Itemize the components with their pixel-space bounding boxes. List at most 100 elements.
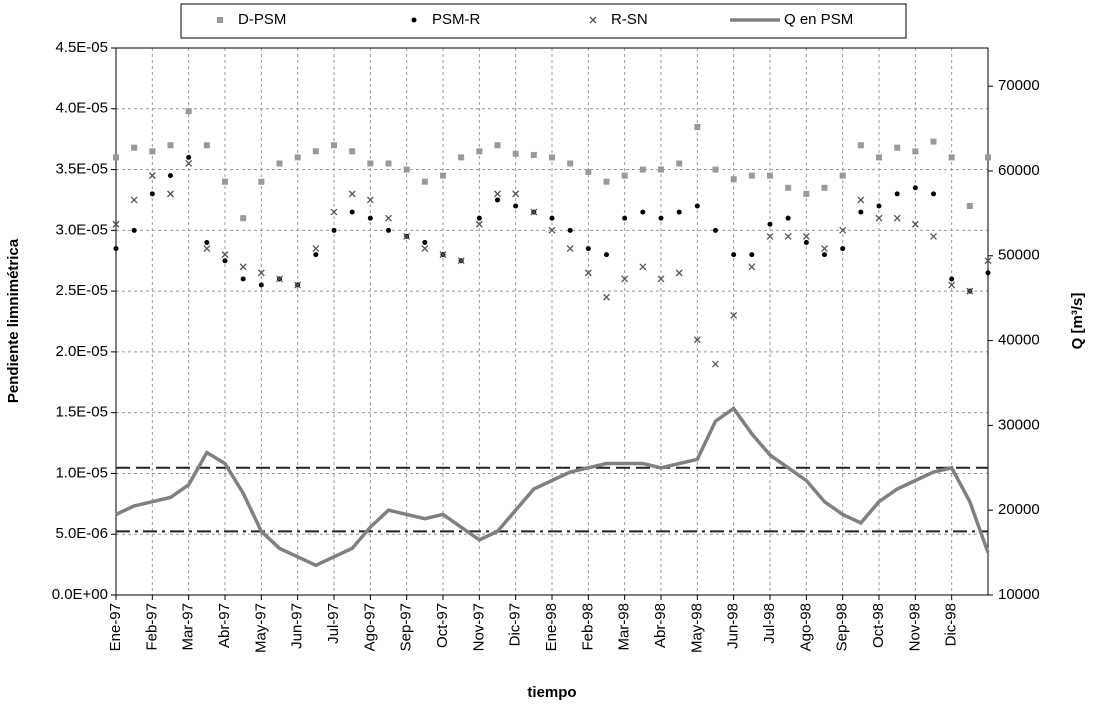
point (985, 270, 991, 276)
x-tick-label: Jul-97 (325, 603, 342, 644)
point (567, 160, 574, 167)
point (675, 269, 683, 277)
point (148, 172, 156, 180)
point (239, 263, 247, 271)
point (621, 275, 629, 283)
point (131, 144, 138, 151)
point (440, 172, 446, 179)
point (839, 172, 846, 179)
y-tick-label: 3.0E-05 (55, 221, 108, 238)
x-axis-title: tiempo (527, 684, 576, 701)
point (258, 282, 264, 288)
point (366, 196, 374, 204)
point (876, 203, 882, 209)
point (785, 215, 791, 221)
y2-tick-label: 30000 (998, 416, 1040, 433)
point (694, 203, 700, 209)
point (403, 232, 411, 240)
point (349, 148, 356, 155)
point (385, 160, 392, 167)
point (149, 191, 155, 197)
point (385, 214, 392, 222)
x-tick-label: Nov-98 (906, 603, 923, 651)
point (222, 178, 228, 185)
point (421, 178, 428, 185)
x-tick-label: Ene-98 (543, 603, 560, 651)
point (458, 154, 465, 161)
point (676, 160, 683, 167)
point (331, 227, 337, 233)
point (821, 184, 828, 191)
point (748, 263, 756, 271)
point (767, 172, 773, 179)
point (457, 257, 465, 265)
point (784, 232, 792, 240)
point (494, 190, 501, 198)
point (930, 232, 937, 240)
point (658, 166, 664, 173)
point (439, 251, 447, 259)
point (312, 245, 320, 253)
point (912, 185, 918, 191)
point (348, 190, 356, 198)
point (294, 154, 301, 161)
point (203, 245, 211, 253)
legend-label: PSM-R (432, 11, 481, 28)
point (931, 191, 936, 197)
point (130, 196, 138, 204)
point (713, 227, 718, 233)
point (185, 108, 192, 115)
point (694, 124, 701, 131)
point (168, 173, 173, 179)
legend-label: Q en PSM (784, 11, 853, 28)
y-tick-label: 1.0E-05 (55, 464, 108, 481)
point (749, 252, 755, 258)
point (802, 232, 810, 240)
point (204, 239, 210, 245)
point (622, 215, 628, 221)
point (857, 142, 864, 149)
x-tick-label: Ago-98 (797, 603, 814, 651)
series-points (113, 154, 991, 294)
x-tick-label: Nov-97 (470, 603, 487, 651)
point (566, 245, 574, 253)
x-tick-label: Ene-97 (107, 603, 124, 651)
point (639, 166, 646, 173)
point (495, 197, 500, 203)
point (367, 160, 374, 167)
point (203, 142, 210, 149)
plot-frame (115, 47, 989, 596)
y2-tick-label: 10000 (998, 586, 1040, 603)
point (512, 150, 519, 157)
y-tick-label: 0.0E+00 (52, 586, 108, 603)
series-points (113, 108, 991, 222)
point (603, 293, 610, 301)
point (893, 214, 901, 222)
point (530, 151, 537, 158)
point (730, 311, 738, 319)
point (294, 281, 302, 289)
point (676, 209, 682, 215)
point (549, 154, 555, 161)
point (312, 148, 319, 155)
point (549, 215, 555, 221)
y-tick-label: 1.5E-05 (55, 404, 108, 421)
y2-tick-label: 50000 (998, 247, 1040, 264)
point (966, 287, 974, 295)
point (403, 166, 410, 173)
y2-tick-label: 40000 (998, 332, 1040, 349)
point (240, 276, 246, 282)
point (167, 142, 174, 149)
y-tick-label: 4.0E-05 (55, 100, 108, 117)
x-tick-label: Jul-98 (761, 603, 778, 644)
x-tick-label: Feb-97 (143, 603, 160, 651)
point (639, 263, 647, 271)
point (276, 160, 283, 167)
point (894, 144, 901, 151)
point (658, 215, 664, 221)
point (894, 191, 900, 197)
point (785, 184, 792, 191)
point (930, 138, 937, 145)
y-tick-label: 4.5E-05 (55, 39, 108, 56)
point (331, 142, 337, 149)
